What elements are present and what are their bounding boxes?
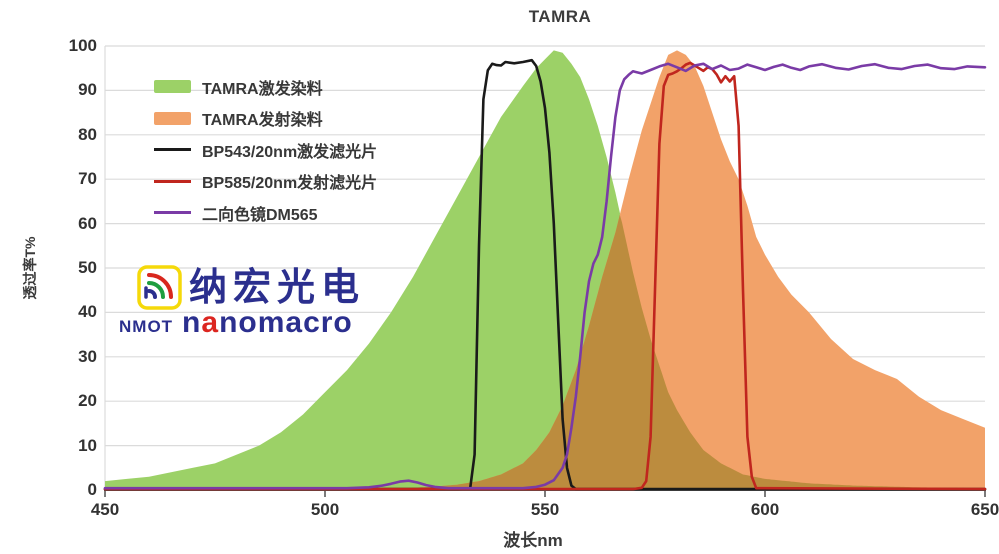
- legend-label: BP585/20nm发射滤光片: [202, 175, 378, 193]
- x-tick-label: 600: [750, 500, 780, 519]
- legend-label: BP543/20nm激发滤光片: [202, 143, 378, 161]
- y-tick-label: 70: [78, 169, 97, 189]
- y-tick-label: 30: [78, 346, 97, 366]
- dichroic-mirror-swatch: [154, 211, 191, 215]
- y-tick-label: 60: [78, 213, 97, 233]
- y-tick-label: 20: [78, 391, 97, 411]
- chart-title: TAMRA: [528, 7, 592, 26]
- watermark-company-name: 纳宏光电: [189, 267, 366, 309]
- excitation-dye-swatch: [154, 80, 191, 94]
- y-axis-title: 透过率T%: [22, 236, 38, 300]
- x-axis-title: 波长nm: [503, 531, 563, 550]
- legend-item-emission-dye: TAMRA发射染料: [154, 103, 377, 135]
- y-tick-label: 50: [78, 258, 97, 277]
- emission-filter-swatch: [154, 179, 191, 183]
- y-tick-label: 40: [78, 302, 97, 322]
- y-tick-label: 10: [78, 435, 97, 455]
- legend-label: TAMRA激发染料: [202, 80, 323, 98]
- excitation-filter-swatch: [154, 148, 191, 152]
- x-tick-label: 550: [530, 500, 560, 519]
- x-tick-label: 450: [90, 500, 120, 519]
- x-tick-label: 650: [970, 500, 999, 519]
- emission-dye-swatch: [154, 111, 191, 125]
- legend-label: 二向色镜DM565: [202, 206, 318, 224]
- y-tick-label: 80: [78, 124, 97, 144]
- y-tick-label: 90: [78, 80, 97, 100]
- watermark-brand-row: NMOT nanomacro: [119, 306, 353, 340]
- y-tick-label: 0: [87, 480, 97, 499]
- legend-item-emission-filter: BP585/20nm发射滤光片: [154, 166, 377, 198]
- legend-item-excitation-filter: BP543/20nm激发滤光片: [154, 134, 377, 166]
- watermark-brand: nanomacro: [182, 306, 353, 339]
- watermark-abbr: NMOT: [119, 317, 174, 336]
- legend-item-dichroic-mirror: 二向色镜DM565: [154, 197, 377, 229]
- nanomacro-logo-icon: [137, 265, 182, 310]
- y-tick-label: 100: [68, 36, 97, 55]
- legend-item-excitation-dye: TAMRA激发染料: [154, 71, 377, 103]
- x-tick-label: 500: [310, 500, 340, 519]
- legend: TAMRA激发染料 TAMRA发射染料 BP543/20nm激发滤光片 BP58…: [154, 71, 377, 229]
- legend-label: TAMRA发射染料: [202, 112, 323, 130]
